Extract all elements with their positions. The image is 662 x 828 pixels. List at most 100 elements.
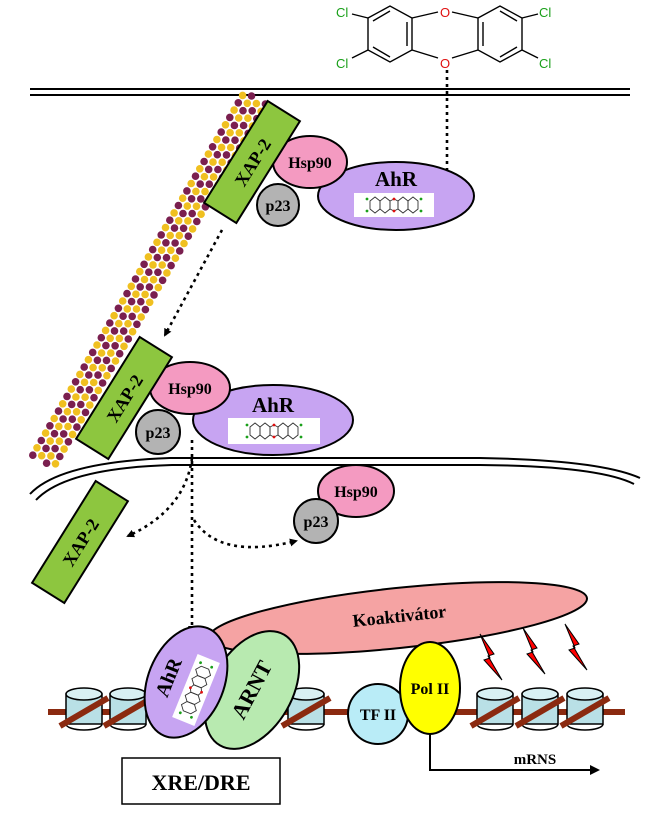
xre-dre-frame [121,757,281,805]
filament-bead [184,232,193,240]
filament-bead [128,312,136,321]
filament-bead [110,327,119,335]
filament-bead [171,239,179,247]
filament-bead [106,334,114,343]
arnt: ARNT [203,630,301,750]
filament-bead [200,172,209,181]
mrna-arrow: mRNS [429,734,600,775]
filament-bead [64,422,72,431]
filament-bead [162,253,171,262]
filament-bead [230,106,238,114]
filament-bead [50,429,59,438]
filament-bead [68,430,77,439]
filament-bead [85,371,93,379]
nucleosome [102,687,154,731]
filament-bead [136,267,144,276]
filament-bead [230,121,239,130]
ahr-nuclear: AhR [143,625,229,739]
filament-bead [244,114,252,122]
filament-bead [59,430,68,438]
lightning-icon [479,633,503,681]
filament-bead [37,436,46,445]
pol2: Pol II [399,641,461,735]
filament-bead [174,201,183,210]
filament-bead [103,371,111,380]
mrna-label: mRNS [514,752,557,768]
filament-bead [93,341,101,349]
filament-bead [209,173,218,181]
hsp90-released-shape [317,464,395,518]
p23-mid-shape [135,409,181,455]
filament-bead [171,254,180,262]
filament-bead [153,238,161,247]
filament-bead [209,158,217,166]
filament-bead [81,393,89,402]
filament-bead [111,357,120,365]
nucleosome [514,687,566,731]
complex-top: AhR Hsp90 XAP-2 p23 [202,99,475,231]
p23-top-label: p23 [266,198,291,215]
filament-bead [193,217,201,226]
filament-bead [183,202,192,210]
filament-bead [128,327,137,336]
filament-bead [111,342,119,350]
filament-bead [157,246,166,254]
filament-bead [67,385,76,393]
filament-bead [58,400,67,408]
filament-bead [55,437,64,446]
release-arrow-hsp90 [192,519,298,549]
lightning-icon [564,623,588,671]
filament-bead [145,268,153,277]
filament-bead [133,320,141,329]
filament-bead [97,333,106,342]
hsp90-top-label: Hsp90 [288,155,332,172]
hsp90-mid-label: Hsp90 [168,381,212,398]
filament-bead [55,422,63,431]
nucleosome [469,687,521,731]
ahr-mid-label: AhR [252,393,295,417]
filament-bead [41,429,50,437]
filament-bead [107,349,115,357]
filament-bead [179,209,187,218]
filament-bead [73,423,81,431]
p23-top-shape [256,183,300,227]
filament-bead [204,150,213,158]
released-xap2: XAP-2 [30,479,130,605]
filament-bead [150,291,158,299]
filament-bead [226,128,234,137]
filament-bead [183,187,191,195]
filament-bead [192,187,200,196]
released-hsp90-p23: Hsp90 p23 [293,464,395,544]
filament-bead [80,363,88,371]
filament-bead [187,179,195,188]
filament-bead [222,151,231,159]
nucleosome [58,687,110,731]
filament-bead [97,349,106,357]
filament-bead [132,305,141,313]
filament-bead [188,209,196,218]
filament-bead [175,231,184,240]
filament-bead [204,165,213,174]
filament-bead [217,128,225,136]
lightning-icon [522,627,546,675]
release-arrow-xap2 [126,457,194,538]
filament-bead [238,91,247,100]
filament-bead [89,378,98,387]
filament-bead [247,92,256,100]
filament-bead [140,275,149,284]
filament-bead [235,129,244,137]
filament-bead [239,106,247,115]
filament-bead [231,136,239,144]
filament-bead [175,247,184,255]
filament-bead [180,239,188,248]
filament-bead [148,245,157,254]
filament-bead [77,416,85,424]
p23-released-shape [293,498,339,544]
activation-bolts [479,623,588,681]
filament-bead [118,297,127,305]
oxygen-top: O [440,5,450,20]
filament-bead [170,224,179,232]
filament-bead [98,364,107,372]
filament-bead [145,298,154,307]
filament-bead [213,135,221,144]
